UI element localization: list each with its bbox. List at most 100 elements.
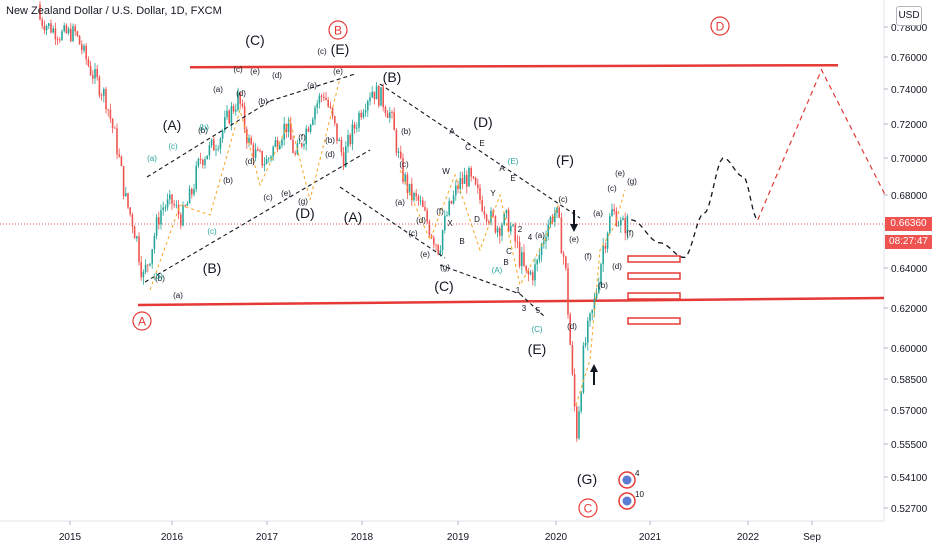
- channel-line[interactable]: [269, 73, 356, 102]
- candle-body: [166, 199, 169, 208]
- wave-label-green: (A): [492, 266, 503, 275]
- channel-line[interactable]: [519, 293, 546, 318]
- candle-body: [488, 221, 490, 223]
- candle-body: [573, 374, 576, 407]
- candle-body: [76, 31, 79, 36]
- candle-body: [250, 137, 252, 145]
- candle-body: [439, 250, 442, 254]
- candle-body: [347, 135, 349, 147]
- candle-body: [534, 264, 536, 281]
- channel-line[interactable]: [144, 149, 371, 283]
- candle-body: [312, 119, 314, 125]
- wave-label-small: (d): [567, 322, 577, 331]
- candle-body: [536, 259, 538, 265]
- candle-body: [367, 101, 369, 111]
- candle-body: [120, 156, 123, 167]
- candle-body: [549, 217, 552, 225]
- major-wave-c: C: [584, 502, 593, 516]
- wave-label-small: (g): [627, 177, 637, 186]
- candle-body: [243, 106, 246, 130]
- candle-body: [320, 95, 323, 97]
- wave-label-small: (b): [258, 97, 268, 106]
- target-box[interactable]: [627, 317, 681, 325]
- candle-body: [386, 113, 389, 118]
- wave-label-small: (b): [155, 274, 165, 283]
- channel-line[interactable]: [146, 100, 271, 178]
- price-tick-label: 0.60000: [891, 344, 928, 355]
- candle-body: [626, 216, 629, 233]
- candle-body: [83, 45, 85, 51]
- currency-button[interactable]: USD: [896, 6, 922, 26]
- wave-label-small: (b): [325, 136, 335, 145]
- wave-label-small: E: [510, 174, 515, 183]
- candle-body: [74, 26, 76, 32]
- candle-body: [507, 209, 510, 232]
- candle-body: [294, 152, 296, 155]
- wave-label-small: (c): [408, 229, 418, 238]
- candle-body: [375, 86, 378, 100]
- channel-line[interactable]: [339, 186, 446, 259]
- candle-body: [479, 187, 481, 201]
- wave-label-small: (d): [272, 71, 282, 80]
- candle-body: [556, 207, 558, 213]
- candle-body: [182, 205, 184, 226]
- candle-body: [446, 214, 448, 216]
- wave-label-small: C: [506, 247, 512, 256]
- candle-body: [602, 245, 604, 265]
- candle-body: [499, 228, 501, 236]
- pattern-zigzag[interactable]: [575, 189, 626, 406]
- candle-body: [501, 224, 503, 236]
- candles-group: [39, 1, 629, 442]
- candle-body: [191, 188, 193, 195]
- candle-body: [164, 207, 167, 209]
- resistance-line[interactable]: [189, 63, 839, 69]
- candle-body: [441, 230, 444, 251]
- projection-red-path[interactable]: [757, 68, 886, 221]
- target-box[interactable]: [627, 272, 681, 280]
- wave-label-small: (d): [236, 89, 246, 98]
- target-box[interactable]: [627, 255, 681, 263]
- candle-body: [435, 244, 437, 246]
- target-box[interactable]: [627, 292, 681, 300]
- bar-countdown-tag: 08:27:47: [885, 235, 932, 249]
- candle-body: [54, 28, 57, 40]
- candle-body: [180, 214, 182, 226]
- candle-body: [613, 209, 615, 212]
- candle-body: [116, 128, 118, 155]
- candle-body: [87, 59, 90, 66]
- channel-line[interactable]: [379, 83, 581, 219]
- candle-body: [620, 219, 622, 226]
- channel-line[interactable]: [439, 264, 521, 295]
- candle-body: [417, 196, 420, 201]
- candle-body: [127, 193, 129, 208]
- wave-label-small: (d): [612, 262, 622, 271]
- projection-path[interactable]: [631, 157, 757, 258]
- candle-body: [318, 95, 321, 104]
- wave-label-green: (E): [508, 157, 519, 166]
- candle-body: [323, 96, 325, 98]
- candle-body: [356, 127, 358, 129]
- time-tick-label: 2021: [639, 532, 662, 543]
- candle-body: [415, 193, 417, 197]
- candle-body: [254, 149, 257, 158]
- major-wave-d-circle: [710, 16, 730, 36]
- candle-body: [285, 123, 288, 133]
- candle-body: [171, 194, 173, 204]
- candle-body: [241, 103, 244, 107]
- current-price-tag: 0.66360: [885, 217, 932, 231]
- candle-body: [389, 112, 391, 118]
- support-line[interactable]: [137, 296, 885, 307]
- candle-body: [111, 118, 114, 128]
- candle-body: [98, 77, 101, 96]
- pattern-zigzag[interactable]: [399, 169, 561, 287]
- candle-body: [580, 392, 582, 412]
- candle-body: [503, 213, 505, 225]
- event-badge-4-flag: [622, 475, 632, 485]
- wave-label-small: A: [449, 127, 455, 136]
- candle-body: [61, 31, 63, 40]
- wave-label-small: (c): [399, 160, 409, 169]
- candle-body: [505, 209, 508, 214]
- candle-body: [41, 19, 43, 26]
- wave-label-small: A: [499, 164, 505, 173]
